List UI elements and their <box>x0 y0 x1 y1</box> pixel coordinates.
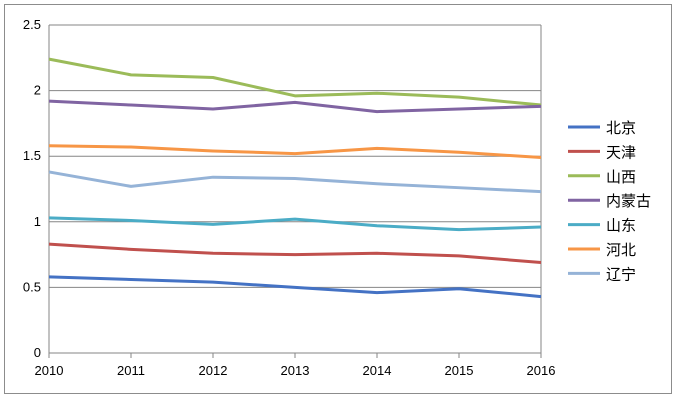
legend-label: 辽宁 <box>606 266 636 283</box>
x-tick-label: 2016 <box>527 363 556 378</box>
x-tick-label: 2013 <box>281 363 310 378</box>
x-tick-label: 2010 <box>35 363 64 378</box>
series-line-3 <box>48 99 542 114</box>
legend-label: 天津 <box>606 144 636 161</box>
y-tick-label: 2.5 <box>23 17 41 32</box>
x-tick-label: 2015 <box>445 363 474 378</box>
legend-label: 山东 <box>606 218 636 235</box>
y-tick-label: 0 <box>34 345 41 360</box>
series-line-6 <box>48 170 542 194</box>
x-tick-label: 2014 <box>363 363 392 378</box>
chart-frame: 0 0.5 1 1.5 2 2.5 2010 2011 2012 2013 2014 2015 2016… <box>4 4 672 394</box>
legend-label: 河北 <box>606 242 636 259</box>
series-line-2 <box>48 57 542 107</box>
legend-label: 北京 <box>606 120 636 137</box>
series-line-1 <box>48 242 542 264</box>
y-tick-label: 0.5 <box>23 279 41 294</box>
series-line-0 <box>48 275 542 299</box>
legend-label: 内蒙古 <box>606 193 651 210</box>
line-chart: 0 0.5 1 1.5 2 2.5 2010 2011 2012 2013 2014 2015 2016… <box>23 17 651 378</box>
series-line-5 <box>48 144 542 160</box>
x-tick-label: 2012 <box>199 363 228 378</box>
series-line-4 <box>48 216 542 232</box>
x-tick-label: 2011 <box>117 363 145 378</box>
y-tick-label: 2 <box>34 83 41 98</box>
legend-label: 山西 <box>606 169 636 186</box>
y-tick-label: 1 <box>34 214 41 229</box>
y-tick-label: 1.5 <box>23 148 41 163</box>
